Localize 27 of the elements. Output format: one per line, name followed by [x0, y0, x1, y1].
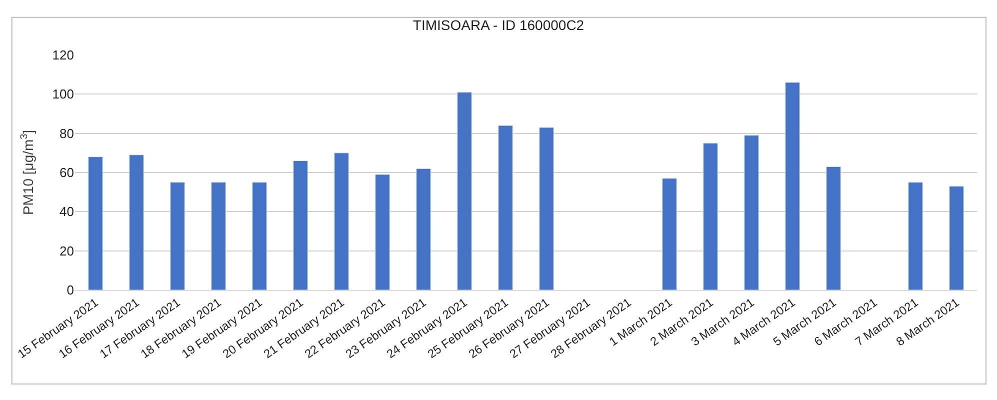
bar — [662, 178, 677, 290]
bar — [785, 82, 800, 290]
bar — [703, 142, 718, 290]
bar — [375, 174, 390, 290]
bar — [88, 156, 103, 290]
bar — [170, 182, 185, 290]
bar — [949, 186, 964, 290]
bar — [211, 182, 226, 290]
y-tick-label: 120 — [52, 48, 74, 63]
bar — [457, 92, 472, 290]
bar — [293, 160, 308, 290]
y-tick-label: 20 — [60, 243, 74, 258]
bar — [334, 152, 349, 290]
bar — [908, 182, 923, 290]
y-tick-label: 0 — [66, 282, 74, 298]
bar — [129, 154, 144, 290]
chart-title: TIMISOARA - ID 160000C2 — [412, 16, 584, 33]
bar — [744, 135, 759, 290]
bar — [826, 166, 841, 290]
y-tick-label: 40 — [60, 204, 74, 220]
bar — [416, 168, 431, 290]
bar — [498, 125, 513, 290]
bar — [252, 182, 267, 290]
bar — [539, 127, 554, 290]
y-tick-label: 100 — [52, 86, 74, 102]
y-tick-label: 80 — [60, 126, 74, 141]
y-tick-label: 60 — [60, 165, 74, 180]
